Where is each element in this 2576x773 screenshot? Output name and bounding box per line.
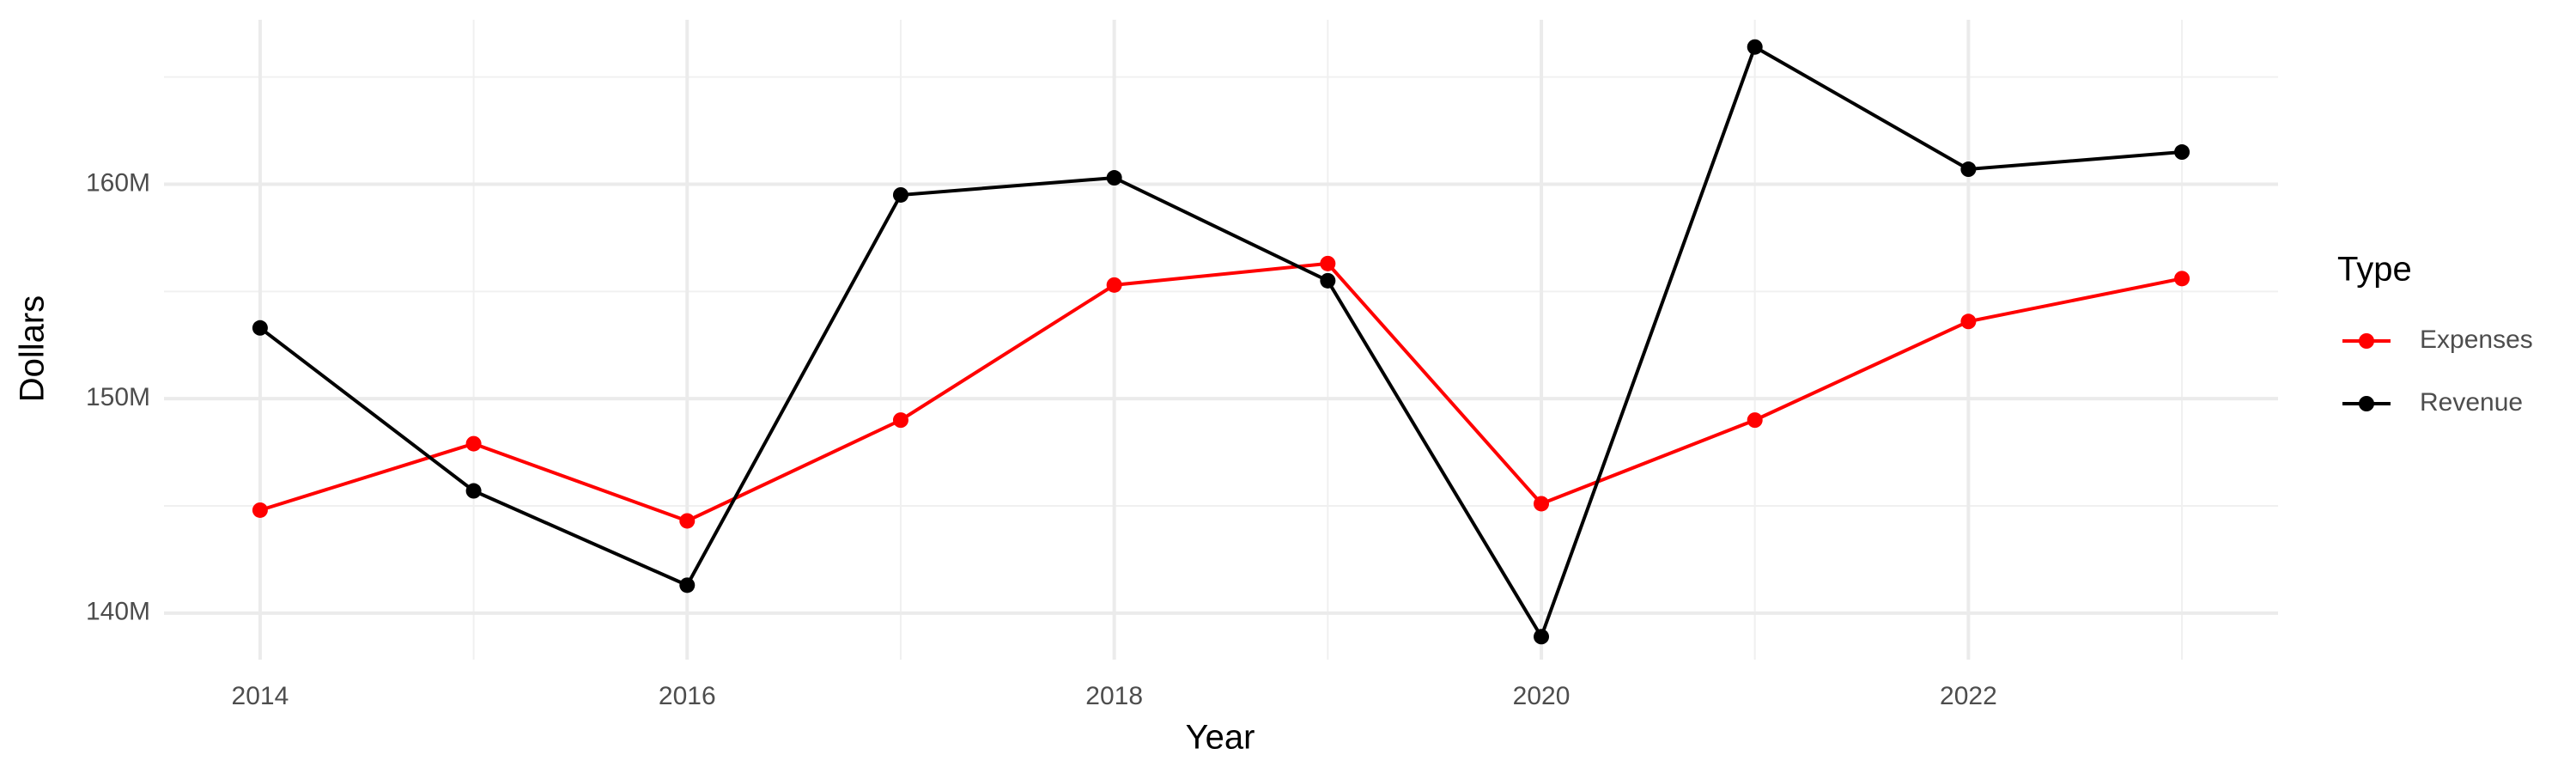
data-point: [2174, 271, 2190, 287]
data-point: [892, 186, 908, 203]
data-point: [1534, 629, 1550, 645]
data-point: [1106, 277, 1122, 293]
plot: [252, 39, 2190, 645]
y-tick-label: 140M: [86, 598, 150, 626]
data-point: [1320, 272, 1336, 289]
data-point: [679, 577, 696, 593]
data-point: [465, 435, 482, 452]
data-point: [679, 513, 696, 529]
x-axis-title: Year: [1186, 719, 1255, 757]
x-tick-label: 2018: [1085, 682, 1143, 710]
data-point: [465, 483, 482, 499]
series-line: [258, 44, 2183, 641]
x-tick-label: 2022: [1940, 682, 1997, 710]
y-tick-label: 150M: [86, 383, 150, 411]
data-point: [1960, 313, 1977, 330]
grid: [164, 20, 2278, 660]
y-axis-title: Dollars: [14, 295, 52, 402]
y-tick-label: 160M: [86, 168, 150, 197]
data-point: [892, 412, 908, 429]
data-point: [252, 502, 268, 518]
data-point: [1747, 412, 1763, 429]
data-point: [1747, 39, 1763, 55]
x-tick-label: 2020: [1513, 682, 1571, 710]
data-point: [2174, 144, 2190, 161]
series-line: [259, 261, 2183, 523]
legend-key-point: [2359, 396, 2374, 411]
data-point: [1534, 496, 1550, 512]
data-point: [252, 320, 268, 336]
legend-key-point: [2359, 333, 2374, 349]
data-point: [1320, 255, 1336, 271]
legend-label: Revenue: [2420, 388, 2523, 417]
x-tick-label: 2016: [659, 682, 716, 710]
data-point: [1960, 161, 1977, 178]
data-point: [1106, 170, 1122, 186]
legend-title: Type: [2337, 251, 2412, 289]
legend-label: Expenses: [2420, 326, 2533, 354]
x-tick-label: 2014: [232, 682, 289, 710]
